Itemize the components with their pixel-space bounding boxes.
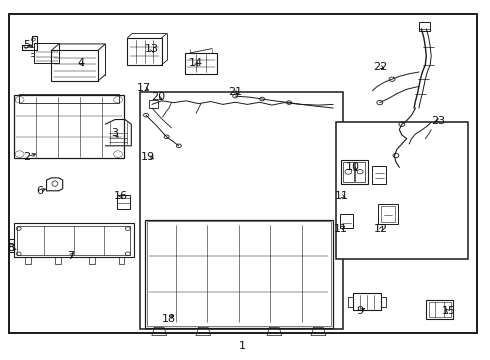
Text: 23: 23 — [432, 116, 445, 126]
Bar — [341, 160, 368, 184]
Bar — [353, 293, 381, 310]
Bar — [381, 206, 395, 222]
Text: 8: 8 — [7, 243, 14, 253]
Text: 3: 3 — [112, 128, 119, 138]
Bar — [372, 166, 386, 184]
Bar — [117, 195, 130, 209]
Text: 11: 11 — [334, 224, 347, 234]
Bar — [145, 220, 333, 328]
Bar — [426, 300, 453, 319]
Text: 1: 1 — [239, 341, 246, 351]
Bar — [355, 162, 365, 182]
Bar — [140, 92, 343, 329]
Text: 14: 14 — [189, 58, 203, 68]
Text: 21: 21 — [228, 87, 242, 97]
Text: 5: 5 — [24, 40, 30, 50]
Text: 6: 6 — [37, 186, 44, 196]
Bar — [19, 94, 119, 103]
Text: 20: 20 — [151, 92, 165, 102]
Bar — [429, 302, 451, 317]
Text: 11: 11 — [335, 191, 349, 201]
Text: 22: 22 — [372, 62, 387, 72]
Bar — [336, 122, 468, 259]
Text: 4: 4 — [77, 58, 84, 68]
Bar — [419, 22, 430, 31]
Bar — [127, 38, 162, 65]
Bar — [9, 14, 477, 333]
Bar — [17, 226, 130, 255]
Text: 9: 9 — [357, 306, 364, 316]
Bar — [343, 162, 354, 182]
Text: 12: 12 — [374, 224, 388, 234]
Text: 2: 2 — [24, 152, 30, 162]
Text: 17: 17 — [137, 83, 151, 93]
Bar — [340, 214, 353, 228]
Text: 13: 13 — [145, 44, 159, 54]
Bar — [14, 223, 134, 257]
Text: 7: 7 — [68, 251, 74, 261]
Bar — [34, 43, 59, 63]
Bar — [14, 95, 124, 158]
Bar — [378, 204, 398, 224]
Text: 19: 19 — [141, 152, 155, 162]
Bar — [149, 100, 158, 108]
Text: 15: 15 — [441, 306, 455, 316]
Bar — [147, 221, 331, 326]
Text: 18: 18 — [162, 314, 176, 324]
Text: 10: 10 — [346, 162, 360, 172]
Bar — [51, 50, 98, 81]
Bar — [185, 53, 217, 74]
Text: 16: 16 — [114, 191, 128, 201]
